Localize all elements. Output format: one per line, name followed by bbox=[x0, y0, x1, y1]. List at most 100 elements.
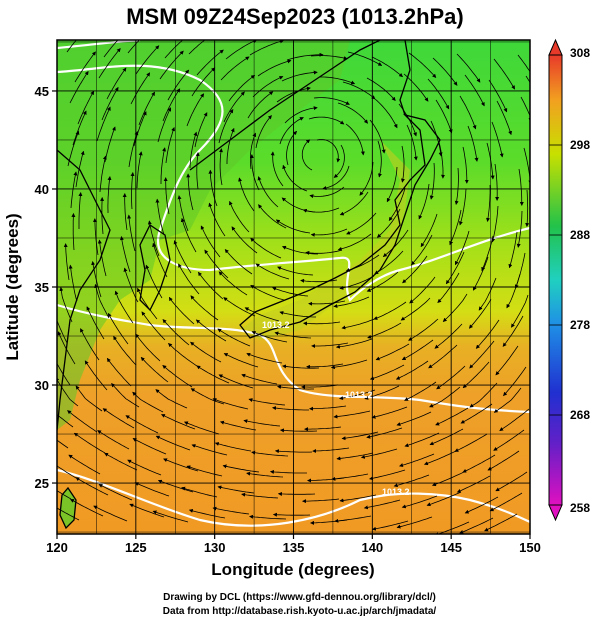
streamline bbox=[249, 154, 260, 191]
streamline bbox=[195, 152, 200, 190]
streamline bbox=[155, 435, 191, 451]
streamline bbox=[434, 323, 463, 349]
streamline bbox=[152, 510, 189, 523]
streamline bbox=[312, 447, 350, 453]
y-tick-label: 25 bbox=[35, 476, 49, 491]
streamline bbox=[157, 107, 172, 143]
streamline bbox=[214, 442, 252, 452]
streamline bbox=[97, 239, 107, 277]
colorbar-bottom-cap bbox=[548, 504, 563, 522]
streamline bbox=[137, 287, 158, 320]
streamline bbox=[222, 464, 260, 473]
streamline bbox=[395, 360, 429, 380]
credit-drawing: Drawing by DCL (https://www.gfd-dennou.o… bbox=[163, 592, 436, 603]
streamline bbox=[248, 398, 286, 406]
streamline bbox=[190, 341, 222, 363]
streamline bbox=[456, 475, 491, 493]
streamline bbox=[454, 433, 488, 452]
streamline bbox=[107, 312, 129, 345]
streamline bbox=[255, 263, 290, 280]
streamline bbox=[177, 195, 189, 232]
streamline bbox=[493, 429, 525, 451]
streamline bbox=[429, 162, 435, 200]
streamline bbox=[434, 521, 470, 534]
streamline bbox=[243, 419, 281, 427]
streamline bbox=[186, 93, 205, 127]
streamline bbox=[464, 496, 499, 514]
streamline bbox=[423, 449, 459, 466]
streamline bbox=[486, 184, 491, 222]
streamline bbox=[194, 112, 208, 148]
streamline bbox=[132, 391, 164, 413]
streamline bbox=[331, 473, 369, 481]
streamline bbox=[506, 273, 521, 309]
streamline bbox=[127, 459, 162, 476]
streamline bbox=[225, 40, 258, 60]
streamline bbox=[502, 315, 524, 347]
streamline bbox=[313, 97, 350, 105]
streamline bbox=[114, 290, 134, 324]
streamline bbox=[274, 331, 312, 339]
streamline bbox=[409, 276, 436, 304]
streamline bbox=[183, 421, 220, 435]
streamline bbox=[487, 450, 520, 471]
streamline bbox=[226, 127, 235, 164]
streamline bbox=[430, 120, 443, 157]
streamline bbox=[164, 40, 184, 59]
streamline bbox=[279, 428, 318, 433]
streamline bbox=[168, 342, 198, 367]
streamline bbox=[459, 517, 494, 534]
streamline bbox=[462, 146, 469, 184]
streamline bbox=[408, 318, 439, 341]
streamline bbox=[376, 208, 401, 238]
streamline bbox=[493, 387, 522, 413]
streamline bbox=[269, 469, 307, 474]
streamline bbox=[437, 272, 460, 303]
x-tick-label: 130 bbox=[204, 540, 226, 555]
streamline bbox=[462, 361, 490, 389]
streamline bbox=[98, 484, 133, 501]
colorbar-gradient bbox=[548, 54, 563, 506]
streamline bbox=[499, 408, 530, 432]
x-tick-label: 150 bbox=[519, 540, 541, 555]
x-tick-label: 135 bbox=[283, 540, 305, 555]
streamline bbox=[246, 471, 284, 478]
streamline bbox=[346, 212, 377, 235]
streamline bbox=[427, 78, 450, 110]
streamline bbox=[302, 207, 340, 213]
streamline bbox=[136, 151, 143, 189]
plot-area: 1013.2 1013.2 1013.2 bbox=[57, 40, 530, 534]
streamline bbox=[460, 403, 493, 424]
streamline bbox=[86, 306, 105, 340]
streamline bbox=[456, 53, 481, 83]
streamline bbox=[469, 340, 495, 369]
streamline bbox=[130, 172, 135, 210]
streamline bbox=[408, 52, 437, 78]
streamline bbox=[132, 438, 167, 455]
streamline bbox=[279, 117, 304, 145]
streamline bbox=[516, 210, 523, 248]
streamline bbox=[517, 54, 530, 73]
streamline bbox=[400, 297, 431, 321]
streamline bbox=[257, 176, 279, 208]
x-axis: 120 125 130 135 140 145 150 bbox=[46, 534, 541, 555]
streamline bbox=[204, 249, 229, 279]
streamline bbox=[336, 452, 374, 461]
streamline bbox=[406, 124, 418, 161]
streamline bbox=[445, 251, 465, 285]
streamline bbox=[119, 236, 131, 273]
streamline bbox=[160, 414, 196, 430]
contour-label: 1013.2 bbox=[382, 487, 410, 497]
streamline bbox=[257, 59, 292, 77]
streamline bbox=[277, 491, 316, 496]
streamline bbox=[420, 213, 438, 248]
streamline bbox=[80, 328, 100, 361]
streamline bbox=[464, 74, 485, 107]
streamline bbox=[373, 301, 407, 320]
streamline bbox=[330, 359, 368, 370]
streamline bbox=[249, 514, 287, 520]
streamline bbox=[375, 343, 410, 361]
streamline bbox=[180, 217, 197, 253]
streamline bbox=[59, 286, 73, 323]
streamline bbox=[165, 126, 175, 164]
